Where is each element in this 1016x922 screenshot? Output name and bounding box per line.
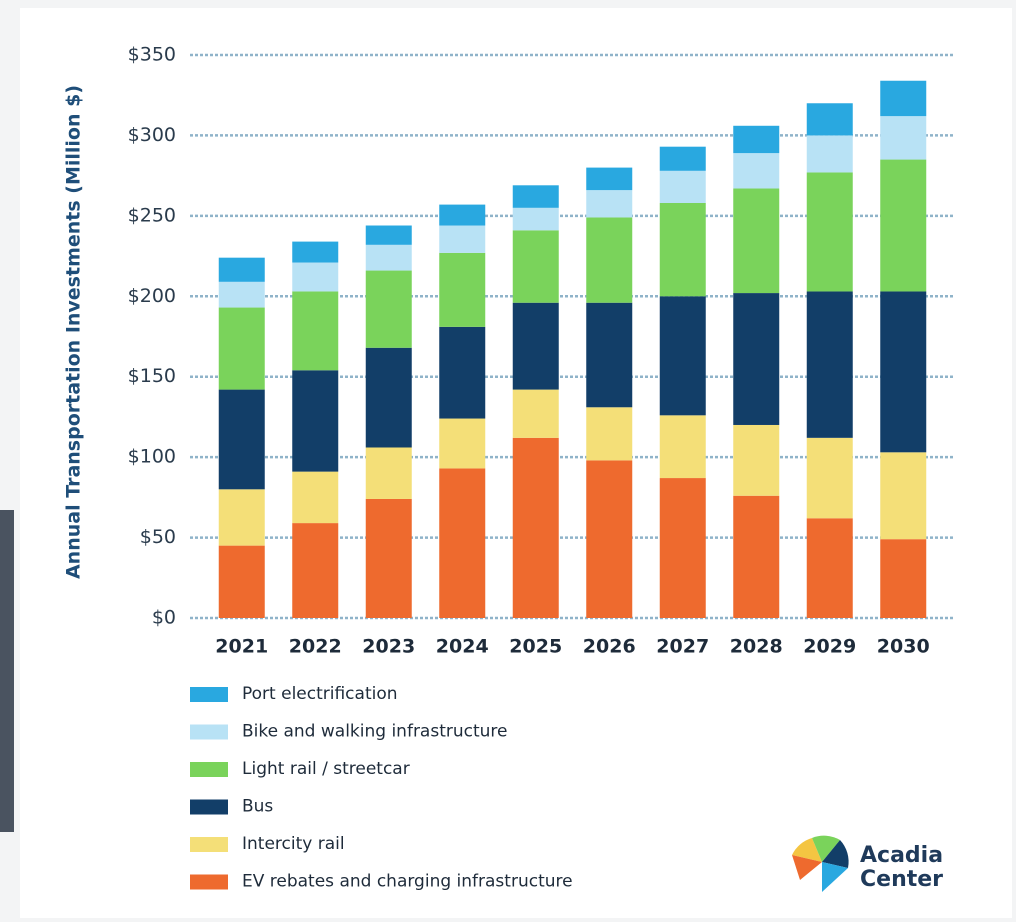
bar-segment (218, 545, 265, 618)
bar-segment (439, 468, 486, 618)
y-tick-label: $100 (128, 446, 176, 468)
bar-segment (512, 302, 559, 390)
bar-segment (733, 293, 780, 425)
bar-segment (365, 498, 412, 618)
bar-segment (586, 407, 633, 461)
x-tick-label: 2026 (583, 636, 636, 658)
bar-segment (733, 153, 780, 189)
bar-segment (439, 204, 486, 226)
bar-segment (659, 202, 706, 297)
bar-segment (218, 489, 265, 546)
bar-segment (586, 190, 633, 218)
legend-swatch (190, 762, 228, 777)
x-tick-label: 2023 (362, 636, 415, 658)
bar-segment (806, 172, 853, 292)
x-tick-label: 2022 (289, 636, 342, 658)
bar-segment (880, 116, 927, 160)
bar-segment (733, 424, 780, 496)
bar-segment (659, 170, 706, 203)
bar-segment (292, 262, 339, 292)
bar-segment (292, 471, 339, 524)
bar-segment (512, 437, 559, 618)
legend-swatch (190, 687, 228, 702)
x-tick-label: 2029 (803, 636, 856, 658)
bar-segment (365, 447, 412, 499)
bar-segment (586, 217, 633, 303)
bar-segment (512, 389, 559, 438)
bar-segment (659, 415, 706, 479)
bar-segment (439, 252, 486, 327)
bar-segment (880, 159, 927, 292)
bar-segment (218, 257, 265, 282)
bar-segment (292, 241, 339, 263)
logo-text: Center (860, 867, 943, 892)
bar-segment (292, 291, 339, 371)
bar-segment (292, 370, 339, 472)
legend-label: Intercity rail (242, 834, 345, 854)
bar-segment (659, 478, 706, 618)
bar-segment (512, 207, 559, 231)
bar-segment (365, 244, 412, 271)
x-tick-label: 2028 (730, 636, 783, 658)
bar-segment (880, 539, 927, 618)
legend-swatch (190, 724, 228, 740)
legend-swatch (190, 799, 228, 815)
x-tick-label: 2030 (877, 636, 930, 658)
bar-segment (659, 146, 706, 171)
bar-segment (880, 452, 927, 540)
bar-segment (880, 291, 927, 453)
bar-segment (806, 437, 853, 519)
bar-segment (218, 307, 265, 390)
x-tick-label: 2024 (436, 636, 489, 658)
bar-segment (292, 523, 339, 618)
y-tick-label: $150 (128, 365, 176, 387)
y-tick-label: $0 (152, 607, 176, 629)
bar-segment (365, 347, 412, 448)
bar-segment (733, 495, 780, 618)
x-tick-label: 2027 (656, 636, 709, 658)
bar-segment (512, 230, 559, 303)
bar-segment (365, 225, 412, 245)
bar-segment (439, 326, 486, 419)
bar-segment (806, 103, 853, 136)
bar-segment (659, 296, 706, 416)
y-axis-label: Annual Transportation Investments (Milli… (63, 85, 85, 579)
bar-segment (365, 270, 412, 348)
legend-label: Bike and walking infrastructure (242, 722, 508, 742)
bar-segment (512, 185, 559, 208)
y-tick-label: $300 (128, 124, 176, 146)
bar-segment (806, 291, 853, 438)
legend-label: EV rebates and charging infrastructure (242, 872, 573, 892)
legend-label: Port electrification (242, 684, 398, 704)
bar-segment (586, 167, 633, 191)
bar-segment (439, 225, 486, 253)
y-tick-label: $250 (128, 204, 176, 226)
bar-segment (733, 125, 780, 154)
bar-segment (218, 389, 265, 490)
bar-segment (586, 302, 633, 408)
logo-mark (792, 835, 849, 892)
bar-segment (586, 460, 633, 618)
x-tick-label: 2021 (215, 636, 268, 658)
y-tick-label: $350 (128, 44, 176, 66)
bar-segment (439, 418, 486, 469)
bar-segment (806, 135, 853, 173)
legend-swatch (190, 874, 228, 890)
bar-segment (733, 188, 780, 294)
bar-segment (880, 80, 927, 117)
y-tick-label: $50 (140, 526, 176, 548)
bar-segment (806, 518, 853, 618)
logo-text: Acadia (860, 843, 943, 868)
bar-segment (218, 281, 265, 308)
legend-label: Light rail / streetcar (242, 759, 410, 779)
legend-swatch (190, 837, 228, 852)
photo-fragment (0, 510, 14, 832)
x-tick-label: 2025 (509, 636, 562, 658)
legend-label: Bus (242, 797, 273, 817)
y-tick-label: $200 (128, 285, 176, 307)
